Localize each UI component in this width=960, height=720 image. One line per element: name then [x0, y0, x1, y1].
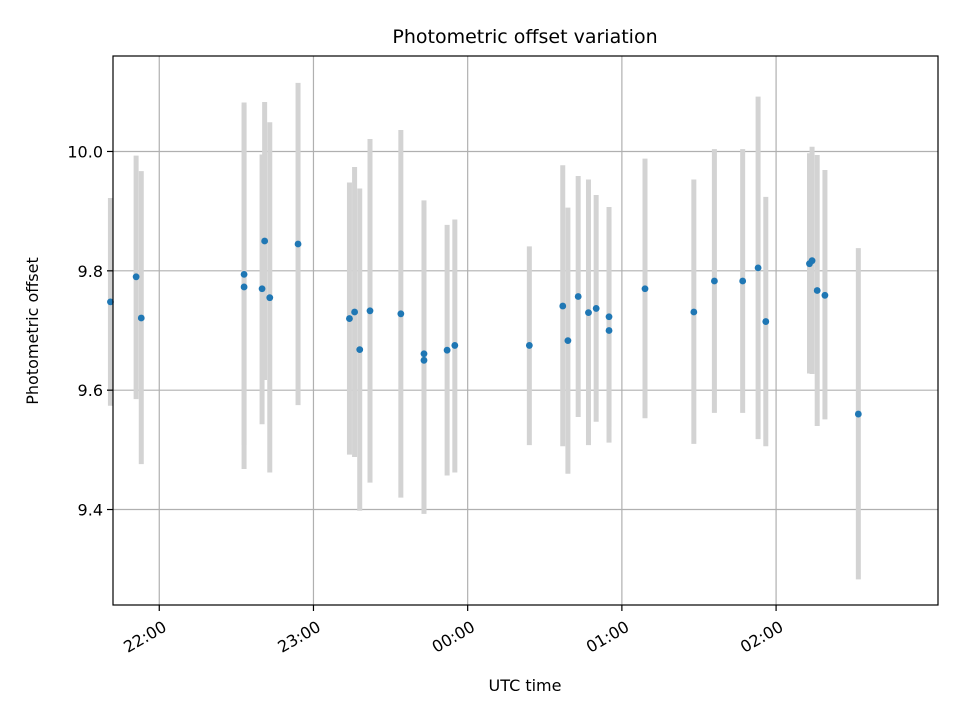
y-tick-label: 10.0 [67, 142, 103, 161]
data-point [366, 307, 374, 315]
data-point [137, 314, 145, 322]
data-point [258, 285, 266, 293]
data-point [451, 342, 459, 349]
data-point [443, 346, 451, 354]
data-point [132, 273, 140, 281]
x-axis-label: UTC time [489, 676, 562, 695]
data-point [559, 302, 567, 310]
data-point [525, 342, 533, 349]
data-point [690, 308, 698, 316]
data-point [240, 271, 248, 278]
data-point [356, 346, 364, 353]
y-tick-label: 9.4 [78, 501, 103, 520]
plot-area-frame [112, 55, 939, 606]
data-point [420, 350, 428, 358]
y-axis-ticks: 9.4 9.6 9.8 10.0 [67, 142, 113, 520]
y-tick-label: 9.6 [78, 381, 103, 400]
data-point [739, 277, 747, 285]
data-points [107, 237, 862, 418]
data-point [294, 240, 302, 248]
data-point [854, 410, 862, 418]
y-axis-label: Photometric offset [23, 257, 42, 405]
grid [113, 56, 938, 605]
data-point [585, 309, 592, 316]
data-point [240, 283, 248, 291]
data-point [711, 277, 718, 285]
data-point [397, 310, 405, 318]
data-point [266, 294, 274, 302]
data-point [605, 327, 613, 334]
data-point [574, 293, 582, 300]
chart-title: Photometric offset variation [392, 26, 657, 48]
data-point [564, 337, 572, 345]
data-point [346, 315, 353, 322]
data-point [821, 291, 829, 299]
data-point [605, 313, 613, 321]
data-point [261, 237, 269, 245]
data-point [592, 305, 600, 312]
data-point [351, 308, 358, 316]
data-point [808, 257, 816, 265]
y-tick-label: 9.8 [78, 262, 103, 281]
data-point [813, 287, 821, 294]
data-point [641, 285, 649, 293]
data-point [420, 356, 428, 364]
data-point [754, 264, 762, 272]
data-point [107, 298, 114, 306]
data-point [762, 318, 770, 325]
